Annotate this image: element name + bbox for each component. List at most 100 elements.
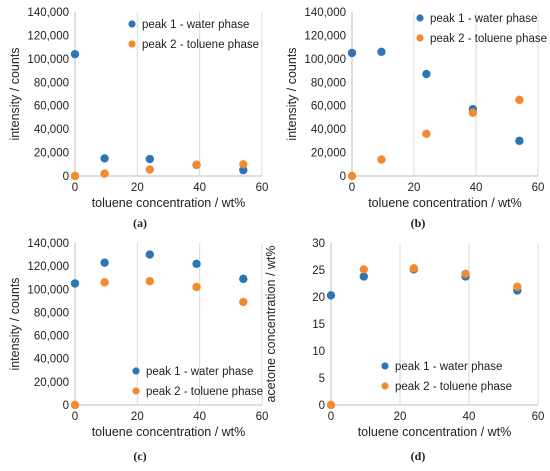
panel-label: (b) [411, 216, 426, 230]
y-tick-label: 120,000 [304, 30, 346, 42]
data-point [359, 265, 368, 274]
legend-label: peak 1 - water phase [146, 366, 253, 378]
y-tick-label: 5 [319, 373, 325, 385]
legend-label: peak 2 - toluene phase [395, 381, 512, 393]
legend-label: peak 1 - water phase [142, 19, 249, 31]
data-point [359, 272, 368, 281]
data-point [515, 136, 524, 146]
data-point [468, 108, 478, 117]
data-point [100, 278, 109, 287]
x-tick-label: 40 [463, 411, 476, 423]
data-point [70, 171, 80, 181]
x-tick-label: 0 [349, 182, 355, 194]
legend-label: peak 2 - toluene phase [146, 386, 263, 398]
x-tick-label: 0 [328, 411, 334, 423]
data-point [100, 169, 109, 178]
y-tick-label: 20,000 [311, 148, 346, 160]
legend-marker [416, 14, 424, 22]
data-point [145, 154, 154, 164]
x-tick-label: 20 [131, 411, 144, 423]
data-point [145, 276, 154, 286]
chart-panel-3: 0 20 40 60 0 20,000 40,000 60,000 80,000 100,000 1… [8, 238, 268, 463]
legend-marker [128, 40, 136, 48]
panel-label: (d) [411, 449, 426, 463]
chart-panel-2: 0 20 40 60 0 20,000 40,000 60,000 80,000 100,000 1… [285, 7, 547, 230]
data-point [515, 95, 524, 105]
legend-marker [381, 362, 389, 370]
y-tick-label: 140,000 [27, 238, 69, 250]
x-tick-label: 60 [532, 182, 545, 194]
y-tick-label: 40,000 [311, 124, 346, 136]
y-tick-label: 60,000 [34, 101, 69, 113]
x-axis-title: toluene concentration / wt% [368, 196, 522, 210]
y-tick-label: 140,000 [27, 7, 69, 19]
data-point [513, 282, 522, 291]
y-axis-title: intensity / counts [8, 47, 22, 140]
legend-marker [132, 367, 140, 375]
x-tick-label: 20 [131, 182, 144, 194]
y-tick-label: 0 [63, 400, 69, 412]
x-tick-label: 60 [256, 182, 269, 194]
data-point [100, 258, 109, 267]
data-point [70, 49, 80, 59]
data-point [347, 171, 357, 181]
data-point [409, 264, 418, 273]
data-point [377, 47, 386, 57]
data-point [326, 400, 336, 410]
y-tick-label: 80,000 [34, 307, 69, 319]
panel-label: (c) [133, 449, 146, 463]
y-tick-label: 100,000 [304, 54, 346, 66]
y-tick-label: 120,000 [27, 30, 69, 42]
data-point [461, 269, 470, 278]
x-tick-label: 40 [193, 411, 206, 423]
y-tick-label: 80,000 [34, 77, 69, 89]
legend-marker [416, 34, 424, 42]
y-tick-label: 0 [63, 171, 69, 183]
y-tick-label: 20,000 [34, 377, 69, 389]
data-point [70, 279, 80, 288]
x-tick-label: 20 [408, 182, 421, 194]
y-tick-label: 0 [340, 171, 346, 183]
y-tick-label: 30 [312, 238, 325, 250]
y-tick-label: 15 [312, 319, 325, 331]
y-tick-label: 60,000 [34, 331, 69, 343]
y-tick-label: 80,000 [311, 77, 346, 89]
data-point [145, 165, 154, 174]
y-tick-label: 100,000 [27, 284, 69, 296]
y-tick-label: 10 [312, 346, 325, 358]
y-axis-title: intensity / counts [8, 277, 22, 370]
y-tick-label: 20,000 [34, 148, 69, 160]
y-tick-label: 40,000 [34, 124, 69, 136]
data-point [192, 160, 201, 170]
y-tick-label: 40,000 [34, 354, 69, 366]
chart-panel-1: 0 20 40 60 0 20,000 40,000 60,000 80,000 100,000 1… [8, 7, 268, 230]
chart-panel-4: 0 20 40 60 0 5 10 15 20 25 30 toluene concentration… [264, 238, 544, 463]
panel-label: (a) [133, 216, 147, 230]
y-tick-label: 100,000 [27, 54, 69, 66]
legend-marker [132, 387, 140, 395]
legend-label: peak 2 - toluene phase [430, 33, 547, 45]
data-point [239, 160, 248, 169]
data-point [70, 400, 80, 410]
data-point [145, 250, 154, 259]
x-tick-label: 60 [256, 411, 269, 423]
data-point [422, 129, 431, 139]
data-point [192, 282, 201, 292]
data-point [100, 154, 109, 163]
y-tick-label: 20 [312, 292, 325, 304]
legend-marker [381, 382, 389, 390]
x-tick-label: 40 [193, 182, 206, 194]
x-tick-label: 40 [470, 182, 483, 194]
x-axis-title: toluene concentration / wt% [358, 425, 512, 439]
legend-label: peak 2 - toluene phase [142, 39, 259, 51]
y-tick-label: 140,000 [304, 7, 346, 19]
y-axis-title: intensity / counts [285, 47, 299, 140]
x-axis-title: toluene concentration / wt% [92, 196, 246, 210]
y-axis-title: acetone concentration / wt% [264, 245, 278, 402]
legend-label: peak 1 - water phase [430, 13, 537, 25]
data-point [239, 274, 248, 284]
data-point [239, 165, 248, 175]
x-tick-label: 0 [72, 182, 78, 194]
data-point [239, 297, 248, 307]
